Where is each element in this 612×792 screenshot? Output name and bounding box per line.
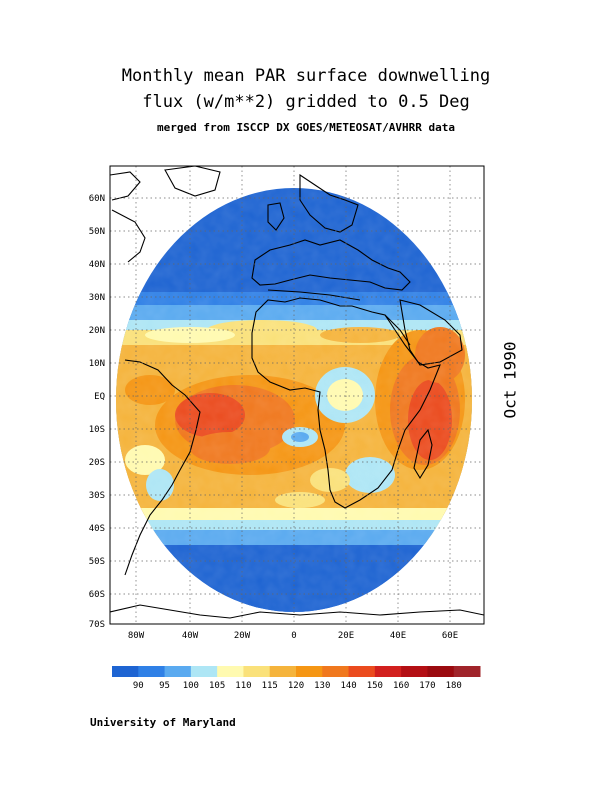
britain-coast [267,202,285,231]
lat-tick: 50S [89,557,105,567]
red-sea [384,314,411,346]
colorbar-swatch [190,666,218,677]
colorbar-swatch [374,666,402,677]
north-america-coast [110,171,146,263]
madagascar-coast [413,428,433,480]
credit-text: University of Maryland [90,716,236,729]
lat-tick: 10N [89,359,105,369]
colorbar-swatch [138,666,166,677]
lat-tick: 40S [89,524,105,534]
colorbar-swatch [453,666,481,677]
colorbar-swatch [427,666,455,677]
lat-tick: 20N [89,326,105,336]
colorbar-swatch [269,666,297,677]
coastlines [110,166,484,619]
colorbar-label: 115 [262,681,278,691]
colorbar-label: 150 [367,681,383,691]
lat-tick: 30S [89,491,105,501]
antarctica-coast [110,604,484,619]
lon-tick: 40E [390,631,406,641]
scandinavia-coast [299,173,359,233]
date-label: Oct 1990 [500,341,520,419]
colorbar-swatch [348,666,376,677]
colorbar-swatch [243,666,271,677]
lat-tick: 70S [89,620,105,630]
colorbar: 90 95 100 105 110 115 120 130 140 150 160 170 180 [112,666,481,691]
lon-tick: 20W [234,631,251,641]
lon-tick: 0 [291,631,296,641]
colorbar-label: 120 [288,681,304,691]
colorbar-label: 140 [340,681,356,691]
arabia-coast [399,299,463,366]
map-plot-area [110,166,484,624]
lon-tick: 20E [338,631,354,641]
colorbar-label: 95 [159,681,170,691]
south-america-coast [124,359,201,576]
lat-tick-labels: 60N 50N 40N 30N 20N 10N EQ 10S 20S 30S 4… [89,194,105,630]
lat-tick: 50N [89,227,105,237]
map-frame [109,165,485,625]
graticule [110,166,484,624]
lon-tick: 80W [128,631,145,641]
colorbar-swatch [296,666,323,677]
title-line-3: merged from ISCCP DX GOES/METEOSAT/AVHRR… [156,121,455,134]
lat-tick: 10S [89,425,105,435]
lon-tick-labels: 80W 40W 20W 0 20E 40E 60E [128,631,458,641]
lat-tick: 40N [89,260,105,270]
lat-tick: 60S [89,590,105,600]
colorbar-swatch [322,666,350,677]
africa-coast [251,297,441,509]
colorbar-label: 130 [314,681,330,691]
colorbar-swatch [112,666,139,677]
colorbar-label: 180 [446,681,462,691]
mediterranean [267,289,361,301]
title-line-1: Monthly mean PAR surface downwelling [121,66,491,86]
lat-tick: EQ [94,392,105,402]
colorbar-swatch [217,666,244,677]
colorbar-label: 105 [209,681,225,691]
colorbar-swatch [164,666,192,677]
lon-tick: 40W [182,631,199,641]
colorbar-label: 90 [133,681,144,691]
lat-tick: 30N [89,293,105,303]
title-line-2: flux (w/m**2) gridded to 0.5 Deg [142,92,470,112]
greenland-coast [164,166,221,197]
europe-coast [251,239,411,291]
colorbar-label: 110 [235,681,251,691]
lat-tick: 20S [89,458,105,468]
colorbar-label: 170 [419,681,435,691]
lon-tick: 60E [442,631,458,641]
colorbar-swatch [401,666,428,677]
colorbar-label: 100 [183,681,199,691]
colorbar-label: 160 [393,681,409,691]
lat-tick: 60N [89,194,105,204]
